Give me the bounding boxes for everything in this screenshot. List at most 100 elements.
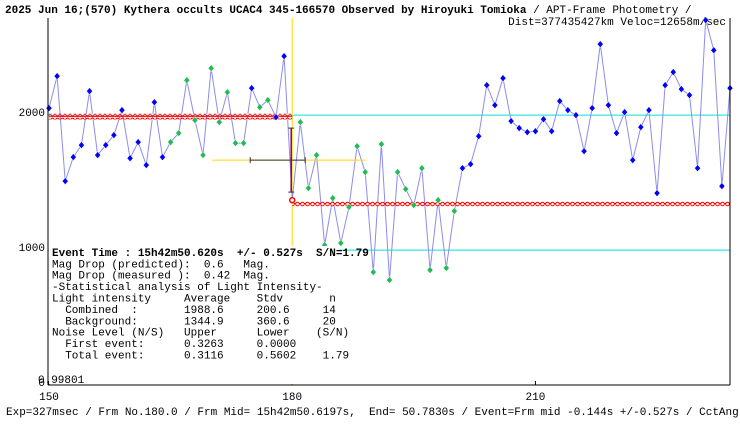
data-point: [442, 264, 450, 272]
data-point: [386, 276, 393, 284]
corner-label: 0.99801: [38, 375, 85, 387]
data-point: [329, 194, 337, 203]
data-point: [540, 115, 547, 124]
data-point: [256, 103, 264, 112]
data-point: [167, 138, 174, 147]
data-point: [86, 87, 93, 96]
info-line: -Statistical analysis of Light Intensity…: [52, 282, 323, 294]
data-point: [532, 127, 539, 136]
data-point: [483, 81, 491, 90]
event-time: Event Time : 15h42m50.620s +/- 0.527s S/…: [52, 248, 369, 260]
data-point: [240, 139, 247, 147]
level-markers: [49, 113, 293, 120]
data-point: [572, 111, 580, 120]
info-line: Background: 1344.9 360.6 20: [52, 316, 336, 328]
data-point: [475, 132, 483, 141]
x-tick-label: 210: [526, 392, 546, 404]
info-line: Light intensity Average Stdv n: [52, 294, 336, 306]
data-point: [653, 189, 661, 198]
data-point: [637, 123, 645, 132]
data-point: [264, 96, 272, 105]
data-point: [645, 106, 653, 115]
data-point: [556, 97, 564, 105]
data-point: [61, 177, 69, 186]
x-tick-label: 180: [282, 392, 302, 404]
data-point: [69, 153, 77, 161]
data-point: [629, 156, 637, 164]
y-tick-label: 0: [38, 378, 45, 390]
data-point: [605, 101, 612, 110]
data-point: [434, 196, 442, 205]
data-point: [280, 52, 288, 61]
data-point: [313, 151, 320, 159]
data-point: [702, 16, 710, 25]
data-point: [53, 72, 61, 81]
data-point: [515, 124, 523, 132]
data-point: [410, 201, 418, 210]
data-point: [686, 91, 693, 100]
data-point: [459, 164, 466, 173]
info-line: Mag Drop (measured ): 0.42 Mag.: [52, 271, 270, 283]
chart-title: 2025 Jun 16;(570) Kythera occults UCAC4 …: [5, 5, 527, 17]
data-point: [710, 46, 718, 55]
data-point: [718, 182, 726, 191]
data-point: [353, 142, 361, 151]
data-point: [78, 141, 85, 149]
chart-subtitle: / APT-Frame Photometry /: [527, 5, 692, 17]
data-point: [151, 98, 158, 107]
data-point: [426, 266, 434, 274]
level-markers: [292, 200, 730, 207]
info-line: Combined : 1988.6 200.6 14: [52, 305, 336, 317]
data-point: [588, 104, 596, 113]
data-point: [523, 128, 531, 137]
data-point: [418, 164, 426, 173]
data-point: [661, 81, 669, 90]
data-point: [337, 239, 345, 247]
data-point: [207, 64, 215, 73]
data-point: [596, 40, 604, 49]
data-point: [402, 185, 410, 193]
data-point: [94, 151, 101, 159]
info-line: Mag Drop (predicted): 0.6 Mag.: [52, 259, 270, 271]
data-point: [394, 168, 401, 176]
y-tick-label: 2000: [19, 108, 45, 120]
data-point: [272, 113, 280, 122]
data-point: [183, 76, 191, 85]
data-point: [159, 153, 166, 161]
data-point: [499, 74, 507, 83]
data-point: [694, 164, 701, 173]
data-point: [296, 118, 304, 127]
data-point: [467, 160, 474, 169]
data-point: [621, 108, 628, 117]
data-point: [126, 154, 134, 163]
info-line: Noise Level (N/S) Upper Lower (S/N): [52, 328, 349, 340]
data-point: [191, 116, 199, 125]
data-point: [613, 129, 620, 137]
footer: Exp=327msec / Frm No.180.0 / Frm Mid= 15…: [6, 407, 740, 419]
data-point: [580, 147, 588, 156]
data-point: [134, 138, 142, 147]
data-point: [142, 161, 150, 169]
data-point: [199, 151, 207, 159]
data-point: [248, 84, 256, 93]
data-point: [224, 88, 231, 97]
event-point: [288, 196, 296, 204]
info-line: First event: 0.3263 0.0000: [52, 339, 296, 351]
data-point: [678, 85, 685, 93]
data-point: [451, 207, 458, 215]
data-point: [305, 184, 312, 193]
data-point: [361, 168, 369, 176]
x-tick-label: 150: [39, 392, 59, 404]
data-point: [215, 118, 223, 127]
data-point: [102, 141, 110, 149]
distance-info: Dist=377435427km Veloc=12658m/sec: [508, 17, 726, 29]
data-point: [118, 106, 126, 115]
y-tick-label: 1000: [19, 243, 45, 255]
data-point: [345, 203, 353, 211]
data-point: [507, 117, 515, 125]
data-point: [548, 127, 555, 136]
data-point: [564, 106, 572, 115]
data-point: [491, 101, 499, 110]
info-box: [49, 246, 339, 384]
